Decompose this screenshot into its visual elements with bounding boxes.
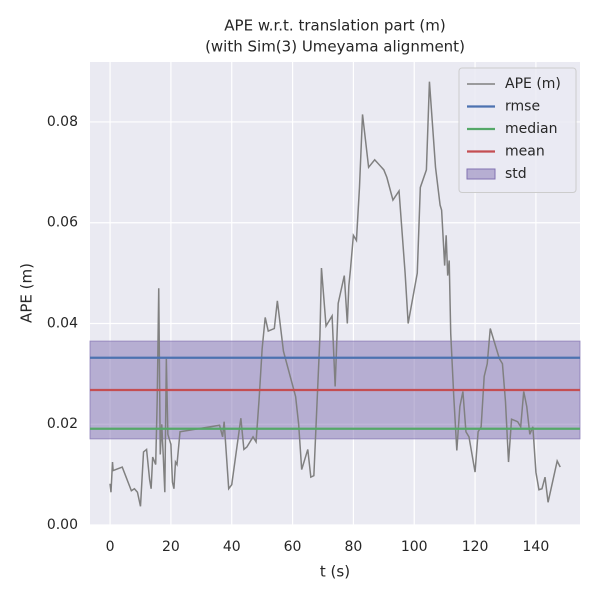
legend-label: rmse (505, 99, 540, 115)
data-line (109, 81, 561, 507)
legend-label: APE (m) (505, 76, 561, 92)
x-tick-label: 40 (223, 539, 241, 555)
chart-subtitle: (with Sim(3) Umeyama alignment) (205, 38, 465, 56)
x-tick-label: 140 (523, 539, 550, 555)
chart-title: APE w.r.t. translation part (m) (224, 17, 445, 35)
legend-box (458, 67, 577, 193)
x-tick-label: 80 (344, 539, 362, 555)
x-tick-label: 100 (401, 539, 428, 555)
y-tick-label: 0.00 (47, 517, 78, 533)
y-tick-label: 0.04 (47, 315, 78, 331)
legend-label: std (505, 166, 527, 182)
y-tick-label: 0.08 (47, 114, 78, 130)
x-tick-label: 20 (162, 539, 180, 555)
x-axis-label: t (s) (320, 563, 350, 581)
y-tick-label: 0.06 (47, 215, 78, 231)
x-tick-label: 120 (462, 539, 489, 555)
x-tick-label: 60 (284, 539, 302, 555)
legend-label: median (505, 121, 557, 137)
y-tick-label: 0.02 (47, 416, 78, 432)
x-tick-label: 0 (106, 539, 115, 555)
legend-label: mean (505, 144, 545, 160)
legend-swatch (466, 168, 496, 180)
y-axis-label: APE (m) (18, 263, 36, 323)
